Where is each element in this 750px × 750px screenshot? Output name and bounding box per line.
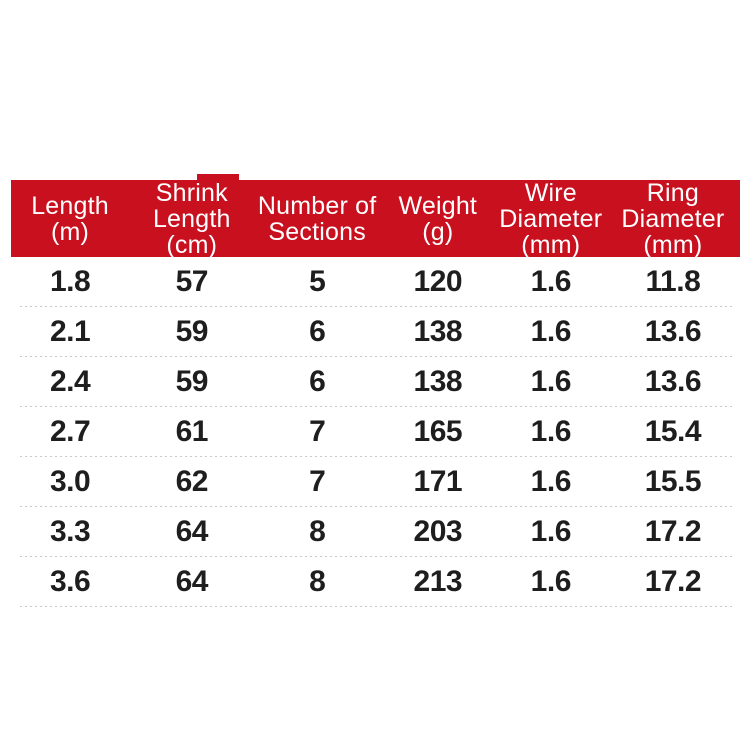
- cell-length: 2.4: [49, 365, 91, 398]
- cell-shrink-length: 64: [175, 565, 209, 598]
- cell-weight: 213: [413, 565, 463, 598]
- cell-wire-diameter: 1.6: [530, 415, 572, 448]
- cell-length: 2.7: [49, 415, 91, 448]
- table-header-row: Length (m) Shrink Length (cm) Number of …: [11, 174, 740, 259]
- cell-length: 3.3: [49, 515, 91, 548]
- table-row: 2.4 59 6 138 1.6 13.6: [11, 357, 740, 407]
- table-row: 3.3 64 8 203 1.6 17.2: [11, 507, 740, 557]
- cell-shrink-length: 64: [175, 515, 209, 548]
- cell-weight: 171: [413, 465, 463, 498]
- header-edge-artifact: [197, 174, 239, 181]
- cell-weight: 138: [413, 315, 463, 348]
- cell-ring-diameter: 17.2: [644, 565, 702, 598]
- table-row: 3.0 62 7 171 1.6 15.5: [11, 457, 740, 507]
- cell-weight: 120: [413, 265, 463, 298]
- col-header-line: Ring: [646, 178, 699, 207]
- cell-sections: 6: [309, 315, 326, 348]
- col-header-line: Wire: [524, 178, 577, 207]
- cell-ring-diameter: 15.5: [644, 465, 702, 498]
- col-header-line: Length: [31, 191, 109, 220]
- col-header-weight: Weight (g): [380, 180, 496, 257]
- col-header-line: Number of: [257, 191, 377, 220]
- col-header-line: (mm): [521, 230, 581, 259]
- cell-length: 3.0: [49, 465, 91, 498]
- cell-wire-diameter: 1.6: [530, 515, 572, 548]
- cell-length: 1.8: [49, 265, 91, 298]
- cell-sections: 7: [309, 465, 326, 498]
- cell-weight: 165: [413, 415, 463, 448]
- cell-wire-diameter: 1.6: [530, 315, 572, 348]
- cell-ring-diameter: 13.6: [644, 365, 702, 398]
- spec-table: Length (m) Shrink Length (cm) Number of …: [11, 174, 740, 607]
- cell-shrink-length: 59: [175, 315, 209, 348]
- cell-wire-diameter: 1.6: [530, 265, 572, 298]
- col-header-line: (m): [51, 217, 90, 246]
- col-header-line: Diameter: [499, 204, 603, 233]
- cell-shrink-length: 62: [175, 465, 209, 498]
- cell-weight: 138: [413, 365, 463, 398]
- col-header-wire-diameter: Wire Diameter (mm): [496, 178, 606, 259]
- cell-ring-diameter: 11.8: [645, 265, 701, 298]
- col-header-line: Weight: [398, 191, 478, 220]
- cell-sections: 5: [309, 265, 326, 298]
- col-header-line: Shrink: [155, 178, 228, 207]
- cell-length: 2.1: [49, 315, 91, 348]
- col-header-line: (cm): [166, 230, 218, 259]
- col-header-line: Sections: [268, 217, 366, 246]
- cell-wire-diameter: 1.6: [530, 565, 572, 598]
- col-header-line: (mm): [643, 230, 703, 259]
- col-header-line: Diameter: [621, 204, 725, 233]
- col-header-length: Length (m): [11, 180, 129, 257]
- col-header-line: Length: [152, 204, 231, 233]
- cell-ring-diameter: 17.2: [644, 515, 702, 548]
- table-row: 2.7 61 7 165 1.6 15.4: [11, 407, 740, 457]
- cell-shrink-length: 59: [175, 365, 209, 398]
- cell-ring-diameter: 15.4: [644, 415, 702, 448]
- table-row: 1.8 57 5 120 1.6 11.8: [11, 257, 740, 307]
- cell-length: 3.6: [49, 565, 91, 598]
- cell-sections: 8: [309, 515, 326, 548]
- cell-wire-diameter: 1.6: [530, 465, 572, 498]
- cell-shrink-length: 57: [175, 265, 209, 298]
- col-header-shrink-length: Shrink Length (cm): [129, 178, 254, 259]
- cell-ring-diameter: 13.6: [644, 315, 702, 348]
- col-header-number-of-sections: Number of Sections: [254, 180, 379, 257]
- col-header-ring-diameter: Ring Diameter (mm): [606, 178, 740, 259]
- cell-sections: 8: [309, 565, 326, 598]
- table-row: 2.1 59 6 138 1.6 13.6: [11, 307, 740, 357]
- cell-wire-diameter: 1.6: [530, 365, 572, 398]
- col-header-line: (g): [422, 217, 454, 246]
- cell-sections: 6: [309, 365, 326, 398]
- cell-shrink-length: 61: [175, 415, 209, 448]
- table-row: 3.6 64 8 213 1.6 17.2: [11, 557, 740, 607]
- table-body: 1.8 57 5 120 1.6 11.8 2.1 59 6 138 1.6 1…: [11, 257, 740, 607]
- cell-sections: 7: [309, 415, 326, 448]
- cell-weight: 203: [413, 515, 463, 548]
